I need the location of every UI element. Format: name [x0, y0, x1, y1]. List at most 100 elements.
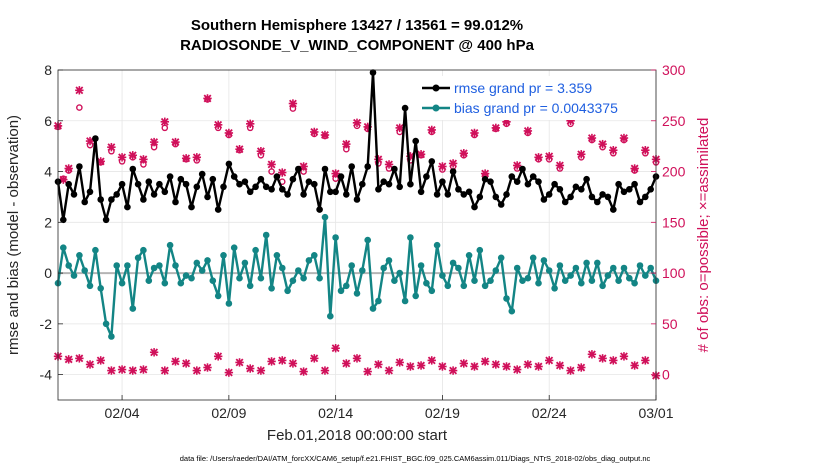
bias-data-point [578, 279, 585, 287]
rmse-data-point [401, 104, 409, 112]
obs-assimilated-marker [117, 365, 127, 374]
y-left-tick-label: 0 [44, 265, 52, 281]
y-axis-left-label: rmse and bias (model - observation) [5, 115, 22, 355]
obs-assimilated-marker [555, 161, 565, 170]
bias-data-point [188, 274, 195, 282]
obs-assimilated-marker [267, 160, 276, 169]
rmse-data-point [252, 183, 259, 191]
obs-assimilated-marker [512, 365, 522, 374]
obs-assimilated-marker [619, 133, 629, 143]
obs-assimilated-marker [641, 356, 650, 365]
rmse-data-point [172, 198, 179, 206]
rmse-data-point [86, 188, 94, 196]
obs-assimilated-marker [267, 357, 276, 366]
rmse-data-point [556, 186, 564, 193]
obs-assimilated-marker [107, 366, 116, 375]
y-left-tick-label: 6 [44, 113, 52, 129]
rmse-data-point [636, 198, 644, 206]
obs-assimilated-marker [619, 352, 629, 361]
rmse-data-point [359, 180, 366, 188]
rmse-data-point [289, 175, 297, 183]
obs-assimilated-marker [438, 162, 447, 171]
obs-assimilated-marker [352, 354, 362, 363]
obs-assimilated-marker [491, 123, 501, 133]
bias-data-point [519, 277, 526, 285]
rmse-data-point [513, 178, 521, 185]
rmse-data-point [492, 193, 500, 201]
y-left-tick-label: -4 [40, 367, 53, 383]
rmse-data-point [156, 180, 163, 188]
rmse-data-point [524, 180, 532, 188]
obs-assimilated-marker [598, 354, 607, 363]
obs-assimilated-marker [480, 357, 490, 366]
obs-assimilated-marker [181, 154, 191, 163]
obs-assimilated-marker [395, 358, 404, 367]
bias-data-point [572, 264, 580, 272]
bias-data-point [417, 262, 425, 269]
rmse-data-point [76, 163, 83, 170]
obs-assimilated-marker [288, 99, 298, 108]
rmse-data-point [375, 186, 382, 193]
obs-assimilated-marker [149, 137, 159, 147]
rmse-data-point [150, 191, 158, 198]
obs-assimilated-marker [246, 364, 255, 373]
y-right-tick-label: 200 [662, 164, 686, 180]
bias-data-point [471, 277, 478, 285]
bias-data-point [476, 246, 484, 254]
obs-assimilated-marker [438, 362, 447, 371]
rmse-data-point [642, 193, 649, 201]
y-right-tick-label: 100 [662, 265, 686, 281]
rmse-data-point [193, 183, 201, 191]
bias-data-point [81, 267, 88, 274]
bias-data-point [257, 274, 265, 282]
bias-data-point [289, 277, 297, 285]
bias-data-point [503, 295, 510, 302]
y-left-tick-label: 8 [44, 62, 52, 78]
rmse-data-point [583, 175, 590, 183]
bias-data-point [642, 272, 649, 279]
bias-data-point [161, 279, 169, 287]
bias-data-point [241, 259, 249, 267]
obs-assimilated-marker [641, 146, 650, 155]
bias-data-point [102, 320, 110, 328]
obs-assimilated-marker [96, 356, 105, 365]
rmse-data-point [588, 193, 596, 201]
obs-assimilated-marker [278, 356, 287, 365]
y-right-tick-label: 50 [662, 316, 678, 332]
rmse-data-point [118, 180, 126, 188]
bias-data-point [375, 297, 382, 305]
bias-data-point [369, 305, 377, 312]
bias-data-point [230, 244, 238, 251]
bias-data-point [364, 236, 372, 244]
rmse-data-point [166, 173, 174, 180]
bias-data-point [492, 267, 500, 274]
obs-assimilated-marker [128, 151, 137, 160]
rmse-data-point [108, 196, 115, 203]
y-axis-right-label: # of obs: o=possible; ×=assimilated [695, 118, 712, 353]
bias-data-point [636, 262, 644, 269]
obs-assimilated-marker [545, 356, 554, 365]
rmse-data-point [262, 183, 270, 191]
rmse-data-point [134, 180, 142, 188]
obs-assimilated-marker [224, 368, 234, 377]
rmse-data-point [433, 191, 441, 198]
bias-data-point [444, 282, 452, 290]
obs-assimilated-marker [192, 153, 202, 162]
bias-data-point [540, 257, 548, 264]
bias-data-point [124, 262, 131, 269]
rmse-data-point [647, 186, 654, 193]
rmse-data-point [380, 178, 388, 185]
obs-assimilated-marker [577, 363, 586, 372]
obs-assimilated-marker [555, 361, 565, 370]
bias-data-point [407, 234, 414, 241]
rmse-data-point [364, 163, 372, 170]
obs-assimilated-marker [384, 366, 394, 375]
rmse-data-point [567, 193, 574, 201]
bias-data-point [337, 287, 345, 295]
obs-assimilated-marker [427, 356, 436, 365]
rmse-data-point [198, 170, 206, 178]
obs-assimilated-marker [85, 136, 95, 146]
rmse-data-point [311, 180, 318, 188]
rmse-data-point [385, 180, 393, 188]
